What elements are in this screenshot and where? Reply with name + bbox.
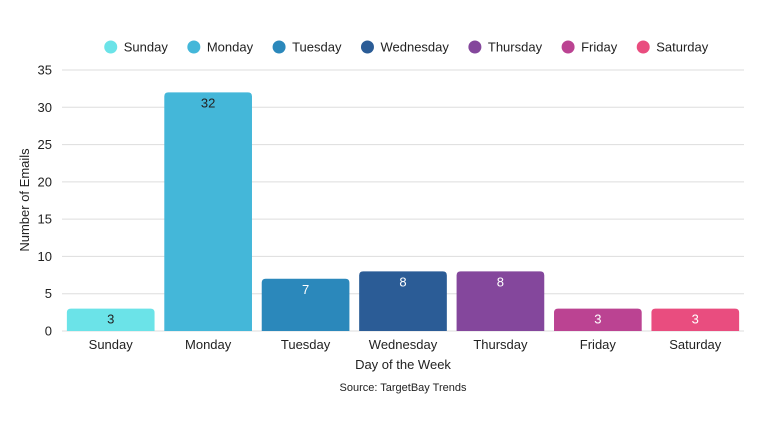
x-tick-label: Monday [185, 337, 232, 352]
bar-saturday [651, 308, 740, 331]
x-tick-label: Thursday [473, 337, 528, 352]
legend-swatch [561, 40, 575, 54]
bar-tuesday [261, 278, 350, 331]
legend-swatch [272, 40, 286, 54]
y-tick-label: 20 [38, 174, 52, 189]
y-tick-label: 0 [45, 324, 52, 339]
bar-thursday [456, 271, 545, 331]
legend-item-tuesday: Tuesday [272, 40, 342, 55]
data-label: 3 [692, 312, 699, 327]
legend-item-thursday: Thursday [468, 40, 543, 55]
legend-label: Monday [207, 40, 254, 55]
y-tick-label: 35 [38, 63, 52, 78]
bar-wednesday [359, 271, 447, 331]
y-axis-label: Number of Emails [17, 148, 32, 252]
y-tick-label: 30 [38, 100, 52, 115]
legend-swatch [187, 40, 201, 54]
legend-item-sunday: Sunday [104, 40, 168, 55]
legend-item-friday: Friday [561, 40, 618, 55]
source-note: Source: TargetBay Trends [340, 382, 467, 394]
bar-monday [164, 92, 252, 331]
legend-label: Sunday [124, 40, 169, 55]
y-tick-label: 25 [38, 137, 52, 152]
data-label: 3 [107, 312, 114, 327]
bar-sunday [66, 308, 155, 331]
legend-label: Saturday [656, 40, 709, 55]
y-axis-ticks: 0 5 10 15 20 25 30 35 [38, 63, 52, 339]
data-label: 8 [497, 274, 504, 289]
y-tick-label: 10 [38, 249, 52, 264]
x-tick-label: Wednesday [369, 337, 438, 352]
y-tick-label: 15 [38, 212, 52, 227]
legend-label: Friday [581, 40, 618, 55]
legend: Sunday Monday Tuesday Wednesday Thursday Frid… [104, 40, 709, 55]
legend-label: Thursday [488, 40, 543, 55]
data-label: 7 [302, 282, 309, 297]
x-axis-ticks: Sunday Monday Tuesday Wednesday Thursday Frid… [89, 337, 722, 352]
x-tick-label: Friday [580, 337, 617, 352]
data-label: 32 [201, 95, 215, 110]
legend-swatch [636, 40, 650, 54]
legend-item-saturday: Saturday [636, 40, 709, 55]
legend-item-monday: Monday [187, 40, 254, 55]
legend-swatch [104, 40, 118, 54]
y-tick-label: 5 [45, 286, 52, 301]
bars: 3 32 7 8 8 3 3 [66, 92, 740, 331]
legend-label: Tuesday [292, 40, 342, 55]
legend-item-wednesday: Wednesday [360, 40, 449, 55]
data-label: 3 [594, 312, 601, 327]
x-tick-label: Saturday [669, 337, 722, 352]
legend-swatch [468, 40, 482, 54]
bar-friday [554, 308, 642, 331]
data-label: 8 [399, 274, 406, 289]
legend-swatch [360, 40, 374, 54]
x-tick-label: Tuesday [281, 337, 331, 352]
legend-label: Wednesday [380, 40, 449, 55]
x-tick-label: Sunday [89, 337, 134, 352]
x-axis-label: Day of the Week [355, 357, 451, 372]
